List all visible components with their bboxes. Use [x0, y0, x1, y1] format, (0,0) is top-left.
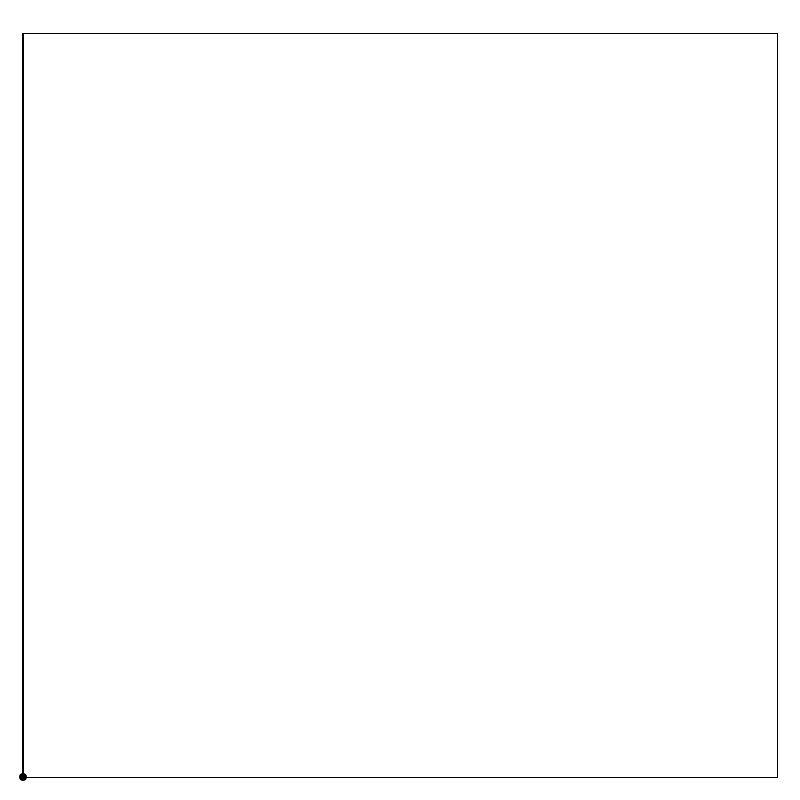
crosshair-vertical [23, 34, 24, 777]
root: { "watermark": { "text": "TheBottleneck.… [0, 0, 800, 800]
crosshair-marker [19, 773, 27, 781]
heatmap-canvas [23, 34, 777, 777]
heatmap-plot [22, 33, 778, 778]
crosshair-horizontal [23, 777, 777, 778]
